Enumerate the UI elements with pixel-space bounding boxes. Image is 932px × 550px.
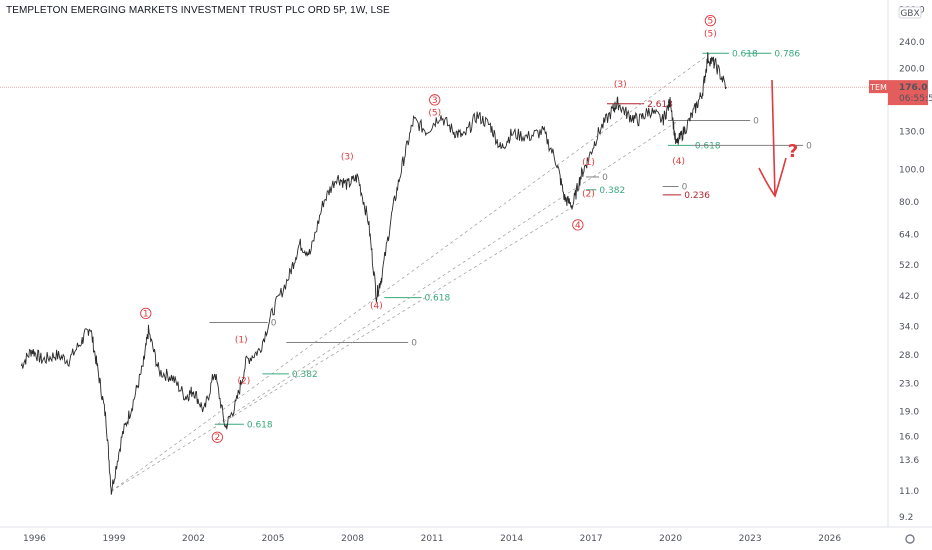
wave-label: (2) [582,190,595,200]
price-tick-label: 16.0 [899,433,919,443]
price-tick-label: 34.0 [899,323,919,333]
wave-label: (3) [614,80,627,90]
fib-level-label: 0.618 [695,141,721,151]
wave-label: (4) [672,157,685,167]
fib-level-label: 0 [271,318,277,328]
time-tick-label: 2014 [500,534,523,544]
forecast-arrow-head [758,157,787,198]
time-tick-label: 2020 [659,534,682,544]
time-tick-label: 2002 [182,534,205,544]
price-badge [888,80,928,106]
wave-label: 2 [214,433,220,443]
wave-label-circle [704,15,717,27]
price-tick-label: 64.0 [899,231,919,241]
time-tick-label: 2005 [262,534,285,544]
price-tick-label: 200.0 [899,64,925,74]
wave-label: (5) [428,108,441,118]
price-tick-label: 240.0 [899,38,925,48]
price-tick-label: 52.0 [899,261,919,271]
channel-guide-line [111,201,581,492]
price-badge-value: 176.0 [899,83,927,93]
currency-tag [898,6,922,19]
price-tick-label: 9.2 [899,513,913,523]
wave-label: (2) [237,377,250,387]
price-tick-label: 130.0 [899,127,925,137]
wave-label: 1 [143,309,149,319]
channel-guide-line [217,120,679,425]
price-tick-label: 13.6 [899,456,919,466]
price-tick-label: 80.0 [899,198,919,208]
fib-level-label: 0 [602,173,608,183]
fib-level-label: 0 [682,182,688,192]
wave-label-circle [140,307,152,320]
price-tick-label: 42.0 [899,292,919,302]
fib-level-label: 2.618 [647,100,673,110]
channel-guide-line [111,52,711,492]
chart-title: TEMPLETON EMERGING MARKETS INVESTMENT TR… [6,5,390,16]
fib-level-label: 0.382 [599,186,625,196]
wave-label: (5) [704,30,717,40]
time-tick-label: 2011 [421,534,444,544]
wave-label-circle [572,219,584,231]
fib-level-label: 0 [753,116,759,126]
price-tick-label: 100.0 [899,165,925,175]
time-tick-label: 1999 [103,534,126,544]
price-tick-label: 23.0 [899,380,919,390]
wave-label-circle [429,94,441,106]
fib-level-label: 0.618 [424,294,450,304]
wave-label-circle [211,431,224,443]
forecast-arrow-shaft [771,79,776,197]
fib-level-label: 0.618 [732,49,758,59]
wave-label: (1) [235,336,248,346]
fib-level-label: 0 [806,141,812,151]
wave-label: 4 [575,221,581,231]
price-tick-label: 11.0 [899,487,919,497]
price-tick-label: 19.0 [899,407,919,417]
gear-icon [905,534,915,544]
wave-label: (3) [341,153,354,163]
time-tick-label: 2026 [818,534,841,544]
question-mark-annotation: ? [788,141,798,162]
wave-label: 5 [708,17,714,27]
symbol-badge [869,80,888,94]
time-tick-label: 2008 [341,534,364,544]
currency-label: GBX [900,9,919,19]
price-badge-countdown: 06:55:59 [899,94,932,104]
time-tick-label: 2023 [739,534,762,544]
fib-level-label: 0.786 [774,49,800,59]
time-tick-label: 1996 [23,534,46,544]
fib-level-label: 0.236 [684,191,710,201]
price-tick-label: 28.0 [899,351,919,361]
fib-level-label: 0.618 [247,420,273,430]
symbol-label: TEM [869,83,887,92]
wave-label: 3 [432,96,438,106]
wave-label: (4) [370,302,383,312]
wave-label: (1) [582,158,595,168]
price-series-line [20,52,727,495]
time-tick-label: 2017 [580,534,603,544]
fib-level-label: 0.382 [292,370,318,380]
fib-level-label: 0 [411,339,417,349]
